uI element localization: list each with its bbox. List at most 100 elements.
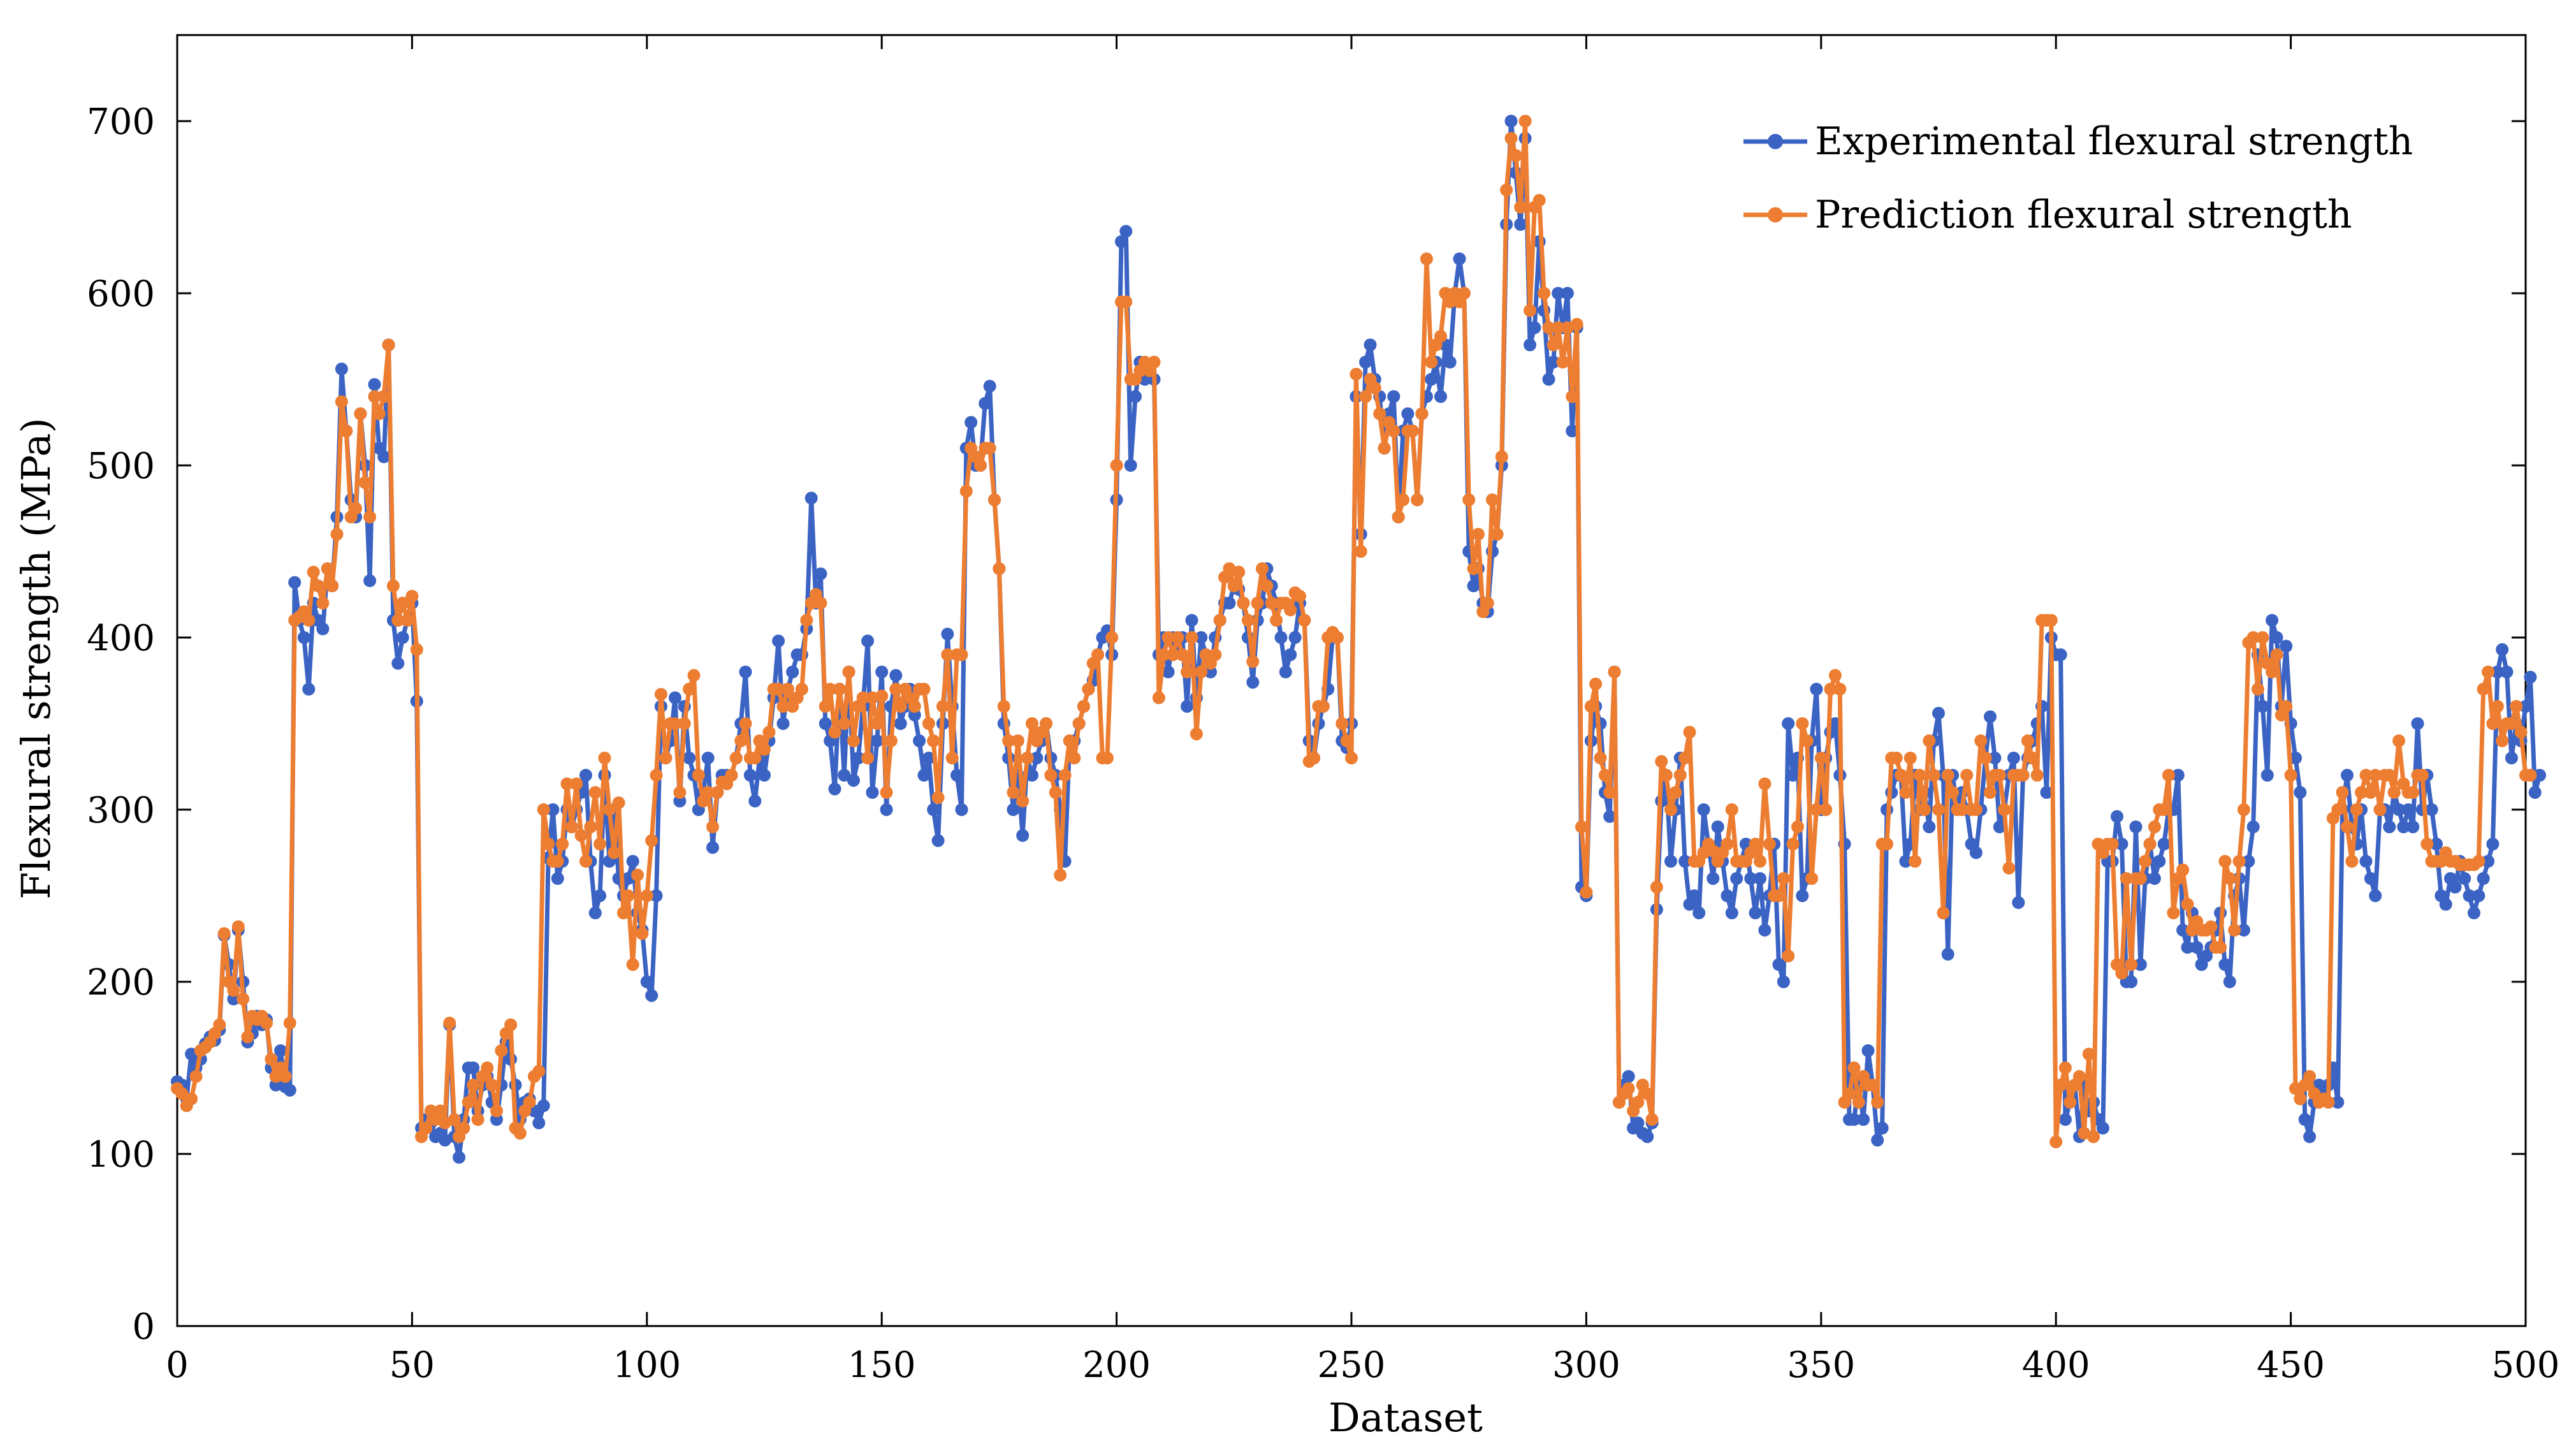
data-point-prediction [1960,769,1974,782]
data-point-experimental [2246,820,2260,833]
data-point-prediction [542,838,555,850]
y-tick-label: 0 [132,1306,155,1348]
data-point-prediction [2228,924,2241,937]
data-point-experimental [1026,769,1038,782]
data-point-prediction [1387,425,1401,437]
data-point-experimental [1161,666,1175,678]
data-point-experimental [2190,941,2204,954]
data-point-prediction [2369,769,2382,782]
data-point-experimental [1030,752,1044,764]
data-point-prediction [1373,407,1386,420]
data-point-experimental [2129,820,2143,833]
data-point-prediction [485,1079,498,1091]
data-point-prediction [884,734,898,747]
data-point-experimental [2458,872,2471,885]
data-point-experimental [1546,356,1560,368]
data-point-prediction [462,1096,475,1109]
data-point-prediction [931,791,945,805]
data-point-experimental [2125,975,2138,988]
data-point-prediction [1979,752,1992,764]
data-point-experimental [1782,717,1795,730]
y-tick-label: 600 [87,273,155,315]
data-point-prediction [1650,880,1663,894]
data-point-experimental [1524,339,1536,351]
data-point-experimental [852,752,865,764]
data-point-experimental [1857,1113,1870,1126]
data-point-experimental [772,634,785,648]
data-point-prediction [988,493,1001,506]
data-point-experimental [1364,339,1377,351]
data-point-prediction [2341,820,2354,833]
data-point-experimental [748,794,762,808]
data-point-prediction [340,425,353,437]
data-point-prediction [1566,390,1579,403]
data-point-prediction [1227,580,1241,592]
data-point-prediction [847,734,860,747]
data-point-prediction [1350,367,1363,381]
data-point-prediction [1415,407,1429,420]
data-point-prediction [2204,920,2218,933]
data-point-prediction [358,476,372,489]
data-point-prediction [1974,734,1988,747]
data-point-prediction [419,1121,433,1135]
data-point-prediction [762,726,776,739]
data-point-experimental [537,1099,550,1112]
data-point-prediction [2120,872,2133,885]
data-point-experimental [2157,838,2171,850]
data-point-experimental [1744,872,1757,885]
data-point-experimental [467,1061,480,1074]
data-point-prediction [354,407,367,420]
data-point-prediction [523,1096,536,1109]
data-point-prediction [335,395,348,409]
data-point-prediction [889,683,903,696]
data-point-experimental [1847,1113,1861,1126]
data-point-prediction [396,597,409,609]
data-point-prediction [1758,777,1772,791]
data-point-experimental [1274,631,1288,644]
data-point-experimental [396,631,409,644]
data-point-prediction [386,580,400,592]
data-point-prediction [1903,752,1917,764]
data-point-prediction [410,643,423,656]
data-point-prediction [1063,734,1076,747]
data-point-prediction [1622,1082,1635,1095]
data-point-experimental [335,362,348,376]
data-point-prediction [471,1113,484,1126]
data-point-prediction [640,889,653,902]
data-point-experimental [838,769,851,782]
data-point-prediction [1486,493,1499,506]
data-point-experimental [2486,838,2500,850]
legend-marker-experimental [1768,134,1783,149]
data-point-prediction [626,958,639,971]
data-point-prediction [2505,717,2518,730]
data-point-prediction [283,1016,296,1030]
data-point-prediction [2176,863,2190,877]
data-point-prediction [2058,1061,2072,1074]
x-tick-label: 450 [2257,1345,2325,1386]
data-point-prediction [1895,769,1908,782]
data-point-prediction [2049,1135,2063,1149]
data-point-prediction [2359,769,2373,782]
data-point-prediction [1763,838,1776,850]
data-point-experimental [2401,803,2415,816]
data-point-prediction [1847,1061,1861,1074]
data-point-experimental [645,989,659,1002]
data-point-experimental [1561,287,1574,300]
data-point-prediction [1899,786,1912,799]
data-point-experimental [368,378,381,391]
data-point-prediction [959,485,973,498]
data-point-prediction [795,683,808,696]
data-point-prediction [814,597,827,609]
series-prediction [171,115,2537,1149]
data-point-prediction [2482,666,2495,678]
data-point-experimental [1923,820,1936,833]
data-point-prediction [551,855,564,868]
data-point-experimental [2294,786,2307,799]
data-point-experimental [917,769,931,782]
data-point-prediction [1782,949,1795,963]
x-tick-label: 250 [1318,1345,1386,1386]
data-point-prediction [307,565,320,579]
data-point-experimental [1359,356,1372,368]
data-point-prediction [236,993,250,1005]
